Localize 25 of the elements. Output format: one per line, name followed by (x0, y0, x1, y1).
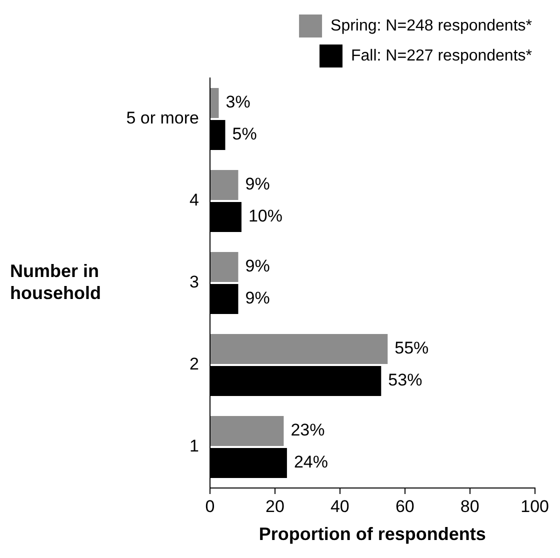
x-axis-title: Proportion of respondents (258, 524, 486, 544)
x-tick-label: 40 (330, 496, 350, 516)
data-label: 9% (245, 288, 270, 308)
x-tick-label: 100 (520, 496, 550, 516)
legend-label: Fall: N=227 respondents* (351, 47, 532, 64)
x-tick-label: 20 (266, 496, 284, 516)
y-tick-label: 3 (190, 272, 199, 292)
data-label: 9% (245, 174, 270, 194)
y-tick-label: 4 (190, 190, 199, 210)
data-label: 23% (290, 420, 325, 440)
data-label: 5% (232, 124, 257, 144)
legend-label: Spring: N=248 respondents* (330, 17, 532, 34)
x-tick-label: 80 (460, 496, 480, 516)
data-label: 10% (248, 206, 283, 226)
y-tick-label: 1 (190, 436, 199, 456)
data-label: 24% (294, 452, 328, 472)
data-label: 55% (394, 338, 429, 358)
y-tick-label: 2 (190, 354, 199, 374)
data-label: 3% (226, 92, 250, 112)
x-tick-label: 60 (395, 496, 414, 516)
data-label: 9% (245, 256, 270, 276)
x-tick-label: 0 (205, 496, 215, 516)
y-tick-label: 5 or more (126, 108, 199, 128)
data-label: 53% (388, 370, 422, 390)
y-axis-title: Number in household (10, 260, 101, 303)
